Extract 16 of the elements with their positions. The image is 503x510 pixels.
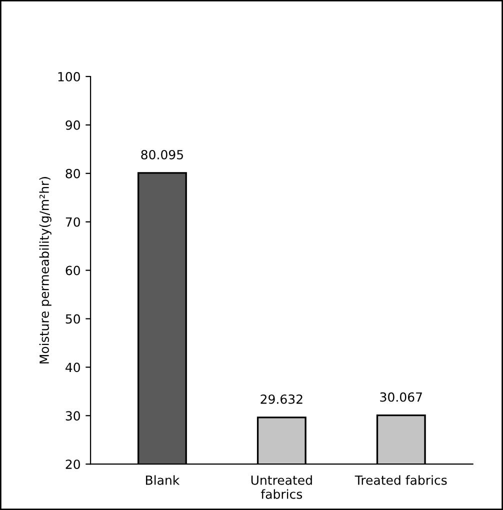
y-tick-label: 40 [66,362,80,372]
y-tick-label: 30 [66,411,80,421]
data-label: 30.067 [380,392,422,402]
y-tick-label: 80 [66,168,80,178]
y-tick-label: 70 [66,217,80,227]
y-tick-label: 20 [66,460,80,470]
y-tick-label: 90 [66,120,80,130]
y-tick-label: 60 [66,266,80,276]
data-label: 29.632 [260,394,302,404]
data-label: 80.095 [141,150,183,160]
y-axis-title: Moisture permeability(g/m²hr) [39,177,52,364]
y-tick-label: 50 [66,314,80,324]
x-tick-label: Untreated fabrics [251,475,312,499]
x-tick-label: Treated fabrics [354,475,447,485]
x-tick-label: Blank [146,475,180,485]
y-tick-label: 100 [58,72,80,82]
